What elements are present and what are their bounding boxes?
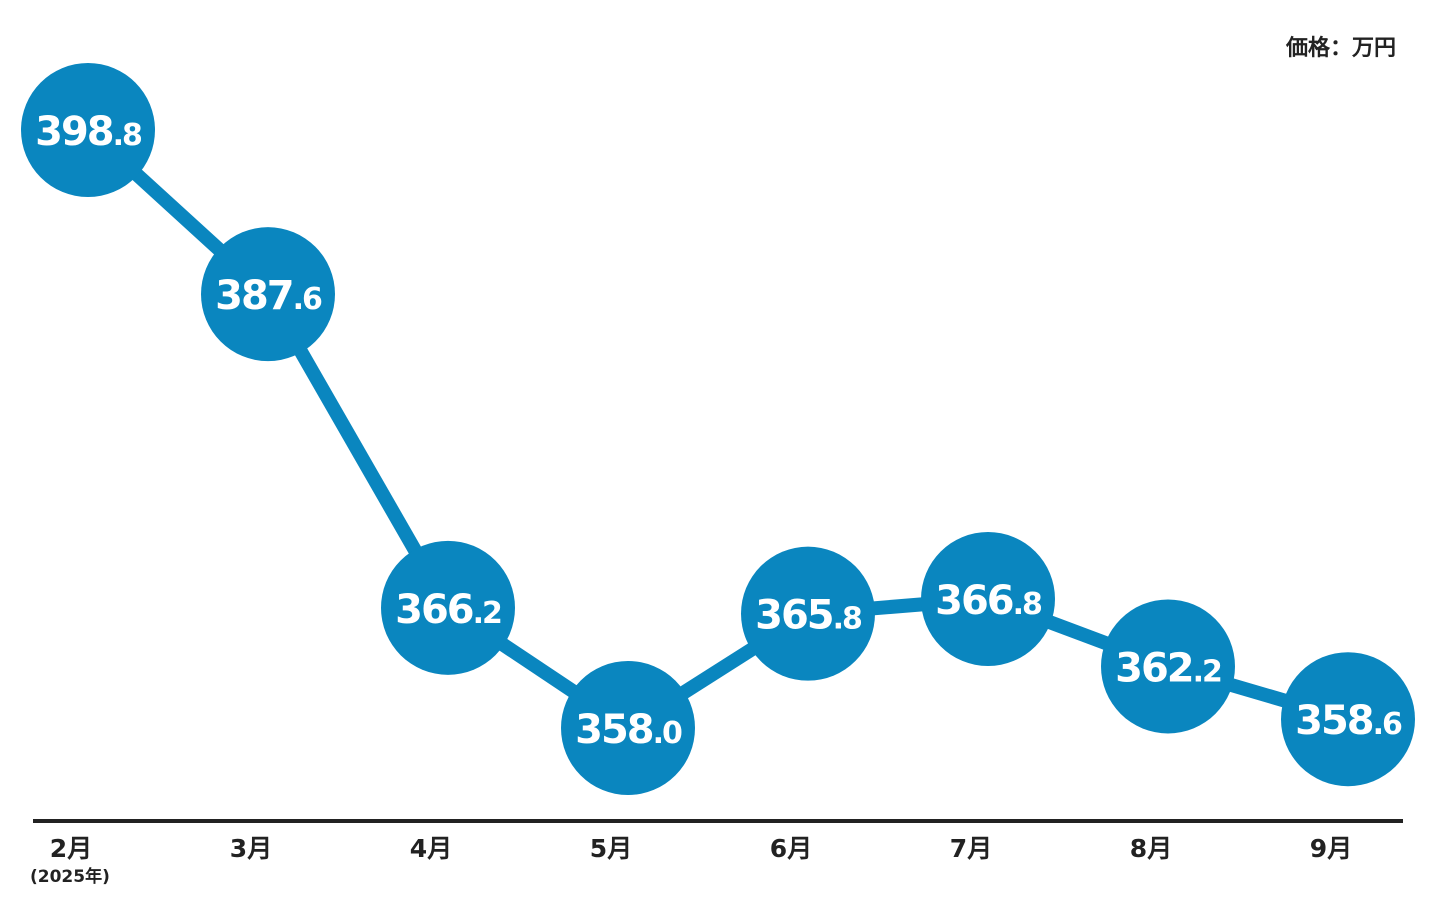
data-label: 358.0: [575, 707, 682, 753]
x-tick-label: 5月: [590, 834, 632, 863]
data-point: [21, 63, 155, 197]
data-label: 366.2: [395, 587, 501, 633]
data-points: 398.8 387.6 366.2 358.0 365.8 366.8 362.2 358.6: [21, 63, 1415, 795]
data-label: 358.6: [1295, 698, 1402, 744]
x-tick-label: 2月: [50, 834, 92, 863]
x-tick-label: 3月: [230, 834, 272, 863]
data-point: [1101, 599, 1235, 734]
data-point: [201, 227, 335, 362]
x-tick-labels: 2月 3月 4月 5月 6月 7月 8月 9月: [50, 834, 1352, 863]
data-point: [921, 532, 1055, 667]
data-point: [561, 661, 695, 795]
data-label: 366.8: [935, 578, 1042, 624]
data-point: [741, 546, 875, 681]
x-tick-label: 6月: [770, 834, 812, 863]
x-tick-label: 9月: [1310, 834, 1352, 863]
x-tick-label: 7月: [950, 834, 992, 863]
data-point: [1281, 652, 1415, 787]
data-label: 398.8: [35, 109, 142, 155]
data-label: 387.6: [215, 273, 322, 319]
unit-label: 価格：万円: [1285, 36, 1396, 61]
x-tick-label: 8月: [1130, 834, 1172, 863]
data-point: [381, 540, 515, 675]
data-label: 362.2: [1115, 645, 1221, 691]
x-tick-label: 4月: [410, 834, 452, 863]
data-label: 365.8: [755, 593, 862, 639]
year-note: (2025年): [30, 867, 110, 887]
